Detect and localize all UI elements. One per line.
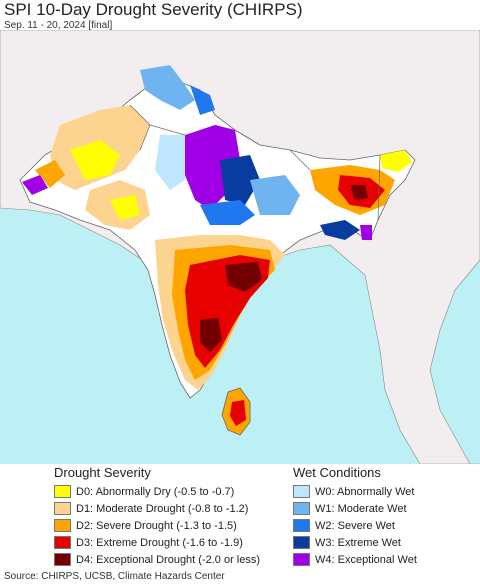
legend-swatch — [293, 536, 310, 549]
zone-d3-srilanka — [230, 400, 246, 426]
legend-label: D3: Extreme Drought (-1.6 to -1.9) — [76, 536, 243, 549]
zone-d0-west — [70, 140, 120, 180]
legend-swatch — [54, 553, 71, 566]
source-credit: Source: CHIRPS, UCSB, Climate Hazards Ce… — [4, 571, 225, 582]
drought-map — [0, 30, 480, 464]
legend-swatch — [54, 536, 71, 549]
legend-item-w0: W0: Abnormally Wet — [293, 484, 414, 499]
legend-label: W0: Abnormally Wet — [315, 485, 415, 498]
legend-swatch — [293, 553, 310, 566]
legend-swatch — [54, 485, 71, 498]
zone-w1-north — [140, 65, 195, 110]
legend-label: D2: Severe Drought (-1.3 to -1.5) — [76, 519, 237, 532]
zone-w2-central — [200, 200, 255, 225]
map-subtitle: Sep. 11 - 20, 2024 [final] — [4, 20, 113, 31]
legend-label: W1: Moderate Wet — [315, 502, 407, 515]
legend-item-w4: W4: Exceptional Wet — [293, 552, 417, 567]
zone-w4-east — [360, 225, 372, 240]
legend-item-d2: D2: Severe Drought (-1.3 to -1.5) — [54, 518, 237, 533]
legend-item-d4: D4: Exceptional Drought (-2.0 or less) — [54, 552, 260, 567]
legend-item-w3: W3: Extreme Wet — [293, 535, 401, 550]
zone-w4-west — [22, 175, 48, 195]
zone-d2-west — [35, 160, 65, 188]
legend-swatch — [54, 519, 71, 532]
legend-label: D4: Exceptional Drought (-2.0 or less) — [76, 553, 261, 566]
zone-d0-northeast — [380, 150, 412, 172]
border-lines — [129, 104, 381, 221]
legend-swatch — [293, 485, 310, 498]
zone-w3-central — [220, 155, 260, 205]
legend-item-w2: W2: Severe Wet — [293, 518, 395, 533]
legend-swatch — [54, 502, 71, 515]
legend-item-d0: D0: Abnormally Dry (-0.5 to -0.7) — [54, 484, 234, 499]
legend-label: W3: Extreme Wet — [315, 536, 401, 549]
zone-w2-north — [190, 85, 215, 115]
wet-legend-heading: Wet Conditions — [293, 465, 381, 480]
drought-legend-heading: Drought Severity — [54, 465, 151, 480]
map-title: SPI 10-Day Drought Severity (CHIRPS) — [4, 0, 303, 19]
zone-d4-south — [200, 318, 222, 352]
zone-d4-peninsula — [225, 262, 262, 292]
zone-d0-gujarat — [110, 195, 140, 220]
zone-d4-east — [350, 185, 368, 200]
legend-label: W4: Exceptional Wet — [315, 553, 417, 566]
legend-swatch — [293, 502, 310, 515]
legend-item-d1: D1: Moderate Drought (-0.8 to -1.2) — [54, 501, 248, 516]
legend-label: W2: Severe Wet — [315, 519, 395, 532]
zone-w0-central — [155, 135, 185, 190]
legend-item-d3: D3: Extreme Drought (-1.6 to -1.9) — [54, 535, 243, 550]
legend-label: D1: Moderate Drought (-0.8 to -1.2) — [76, 502, 249, 515]
legend-swatch — [293, 519, 310, 532]
zone-w1-central — [250, 175, 300, 215]
legend-label: D0: Abnormally Dry (-0.5 to -0.7) — [76, 485, 235, 498]
legend-item-w1: W1: Moderate Wet — [293, 501, 407, 516]
zone-w3-east — [320, 220, 360, 240]
